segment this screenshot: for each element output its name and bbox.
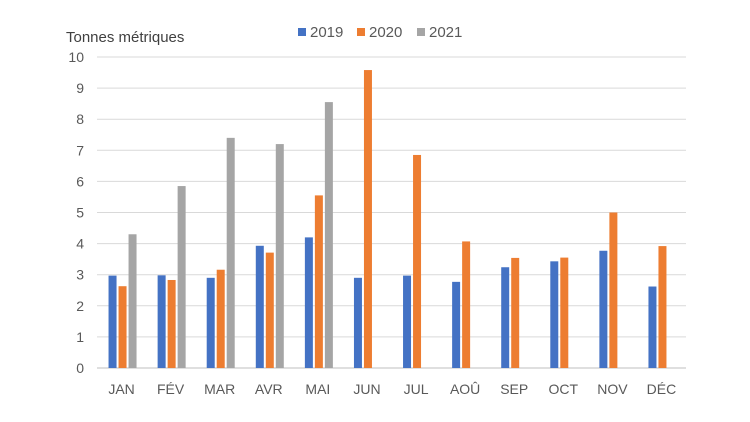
x-tick-label: JAN [108,381,134,397]
x-axis-ticks: JAN FÉV MAR AVR MAI JUN JUL AOÛ SEP OCT NOV DÉC [108,381,676,397]
bar-2020-avr [265,252,274,368]
x-tick-label: NOV [597,381,628,397]
bar-2019-sep [501,267,510,368]
bar-2019-jun [353,277,362,368]
legend-label: 2021 [429,24,462,41]
y-tick-label: 8 [76,111,84,127]
bar-2021-fév [177,186,186,368]
y-tick-label: 5 [76,205,84,221]
legend-swatch-2021 [417,28,425,36]
y-tick-label: 6 [76,173,84,189]
bar-2021-mai [324,102,333,368]
x-tick-label: OCT [549,381,579,397]
legend: 2019 2020 2021 [298,24,462,41]
x-tick-label: FÉV [157,381,185,397]
bar-2021-avr [275,144,284,368]
bar-2019-jul [403,275,412,368]
x-tick-label: AOÛ [450,381,480,397]
legend-label: 2019 [310,24,343,41]
x-tick-label: MAR [204,381,235,397]
x-tick-label: MAI [305,381,330,397]
x-tick-label: JUN [353,381,380,397]
bar-2020-jul [413,154,422,368]
x-tick-label: DÉC [647,381,677,397]
bar-2019-mai [304,237,313,368]
bar-2021-jan [128,234,137,368]
bar-2019-avr [255,245,264,368]
bar-2020-nov [609,212,618,368]
bar-2020-jun [363,70,372,368]
bar-2020-mar [216,269,225,368]
bar-2020-jan [118,286,127,368]
bar-2019-nov [599,250,608,368]
legend-swatch-2019 [298,28,306,36]
y-tick-label: 10 [68,49,84,65]
y-tick-label: 0 [76,360,84,376]
bar-2019-jan [108,275,117,368]
bar-2019-mar [206,277,215,368]
y-tick-label: 4 [76,236,84,252]
y-tick-label: 1 [76,329,84,345]
y-tick-label: 2 [76,298,84,314]
y-axis-ticks: 0 1 2 3 4 5 6 7 8 9 10 [68,49,84,376]
bar-2020-sep [511,257,520,368]
gridlines [97,56,686,369]
bar-2019-oct [550,261,559,368]
legend-label: 2020 [369,24,402,41]
y-tick-label: 7 [76,142,84,158]
bar-2019-aoû [452,281,461,368]
bar-2020-mai [314,195,323,368]
y-tick-label: 9 [76,80,84,96]
x-tick-label: AVR [255,381,283,397]
x-tick-label: JUL [404,381,429,397]
bar-2020-déc [658,246,667,368]
bar-2019-fév [157,275,166,368]
bars [108,70,667,368]
y-axis-label: Tonnes métriques [66,29,184,46]
bar-2020-aoû [462,241,471,368]
bar-2020-fév [167,279,176,368]
bar-2020-oct [560,257,569,368]
y-tick-label: 3 [76,267,84,283]
legend-swatch-2020 [357,28,365,36]
bar-2019-déc [648,286,657,368]
bar-2021-mar [226,137,235,368]
x-tick-label: SEP [500,381,528,397]
